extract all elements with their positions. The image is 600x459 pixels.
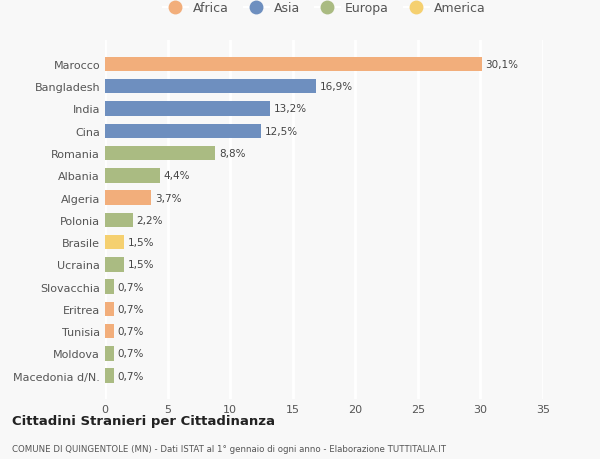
Text: Cittadini Stranieri per Cittadinanza: Cittadini Stranieri per Cittadinanza xyxy=(12,414,275,428)
Bar xyxy=(105,324,114,339)
Text: 1,5%: 1,5% xyxy=(128,238,154,247)
Bar xyxy=(105,146,215,161)
Text: 2,2%: 2,2% xyxy=(136,215,163,225)
Text: 13,2%: 13,2% xyxy=(274,104,307,114)
Bar xyxy=(105,80,316,94)
Bar xyxy=(105,57,482,72)
Text: COMUNE DI QUINGENTOLE (MN) - Dati ISTAT al 1° gennaio di ogni anno - Elaborazion: COMUNE DI QUINGENTOLE (MN) - Dati ISTAT … xyxy=(12,444,446,453)
Legend: Africa, Asia, Europa, America: Africa, Asia, Europa, America xyxy=(158,0,490,20)
Text: 0,7%: 0,7% xyxy=(118,326,144,336)
Bar xyxy=(105,168,160,183)
Bar xyxy=(105,191,151,205)
Text: 0,7%: 0,7% xyxy=(118,349,144,358)
Bar xyxy=(105,235,124,250)
Text: 0,7%: 0,7% xyxy=(118,371,144,381)
Text: 12,5%: 12,5% xyxy=(265,127,298,136)
Text: 3,7%: 3,7% xyxy=(155,193,182,203)
Bar xyxy=(105,369,114,383)
Bar xyxy=(105,280,114,294)
Text: 8,8%: 8,8% xyxy=(219,149,245,159)
Text: 1,5%: 1,5% xyxy=(128,260,154,270)
Bar xyxy=(105,257,124,272)
Text: 4,4%: 4,4% xyxy=(164,171,190,181)
Bar xyxy=(105,102,270,117)
Bar xyxy=(105,124,262,139)
Text: 16,9%: 16,9% xyxy=(320,82,353,92)
Bar xyxy=(105,302,114,316)
Bar xyxy=(105,213,133,228)
Text: 0,7%: 0,7% xyxy=(118,282,144,292)
Bar xyxy=(105,347,114,361)
Text: 30,1%: 30,1% xyxy=(485,60,518,70)
Text: 0,7%: 0,7% xyxy=(118,304,144,314)
